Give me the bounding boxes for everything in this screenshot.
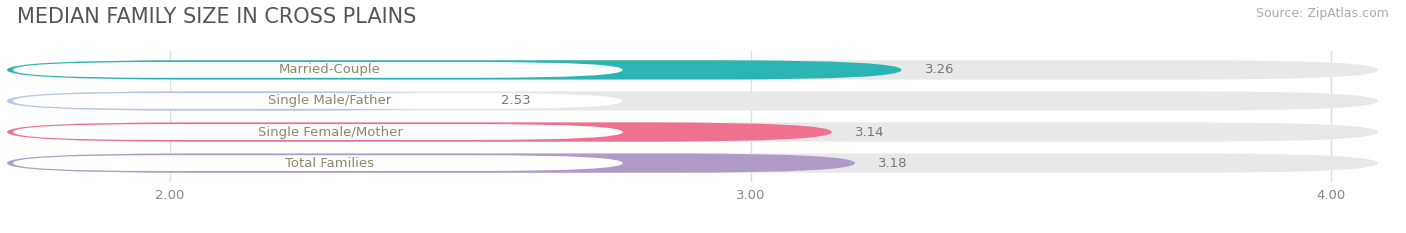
- FancyBboxPatch shape: [7, 122, 1378, 142]
- Text: Source: ZipAtlas.com: Source: ZipAtlas.com: [1256, 7, 1389, 20]
- FancyBboxPatch shape: [13, 93, 623, 109]
- FancyBboxPatch shape: [7, 91, 478, 111]
- FancyBboxPatch shape: [13, 62, 623, 78]
- FancyBboxPatch shape: [7, 154, 855, 173]
- FancyBboxPatch shape: [7, 122, 832, 142]
- Text: 2.53: 2.53: [501, 94, 530, 107]
- FancyBboxPatch shape: [13, 124, 623, 140]
- Text: 3.26: 3.26: [925, 63, 955, 76]
- Text: 3.18: 3.18: [879, 157, 908, 170]
- FancyBboxPatch shape: [7, 154, 1378, 173]
- FancyBboxPatch shape: [7, 60, 1378, 79]
- FancyBboxPatch shape: [7, 60, 901, 79]
- FancyBboxPatch shape: [13, 155, 623, 171]
- Text: 3.14: 3.14: [855, 126, 884, 139]
- Text: Single Female/Mother: Single Female/Mother: [257, 126, 402, 139]
- FancyBboxPatch shape: [7, 91, 1378, 111]
- Text: Single Male/Father: Single Male/Father: [269, 94, 392, 107]
- Text: MEDIAN FAMILY SIZE IN CROSS PLAINS: MEDIAN FAMILY SIZE IN CROSS PLAINS: [17, 7, 416, 27]
- Text: Total Families: Total Families: [285, 157, 374, 170]
- Text: Married-Couple: Married-Couple: [278, 63, 381, 76]
